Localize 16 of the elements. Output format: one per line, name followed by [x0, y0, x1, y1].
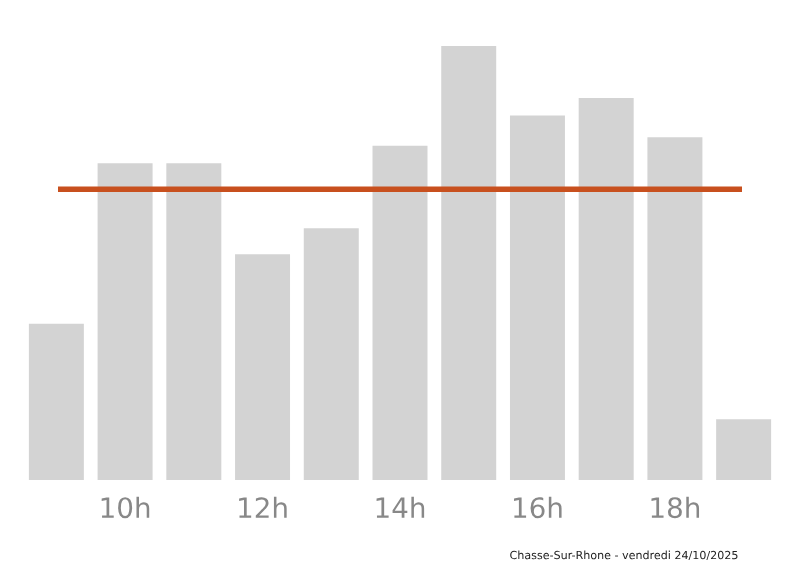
bar — [166, 163, 222, 480]
bar — [372, 145, 428, 480]
bar — [441, 46, 497, 480]
bar — [647, 137, 703, 480]
x-tick-label: 10h — [101, 496, 150, 519]
bar — [716, 419, 772, 480]
x-tick-label: 16h — [514, 496, 562, 519]
x-tick-label: 14h — [376, 496, 425, 518]
bar — [28, 323, 84, 480]
bar — [578, 98, 634, 480]
x-tick-label: 18h — [651, 496, 700, 519]
bar — [97, 163, 153, 480]
bar — [509, 115, 565, 480]
x-tick-label: 12h — [239, 496, 287, 518]
bar — [303, 228, 359, 480]
bar — [235, 254, 291, 480]
